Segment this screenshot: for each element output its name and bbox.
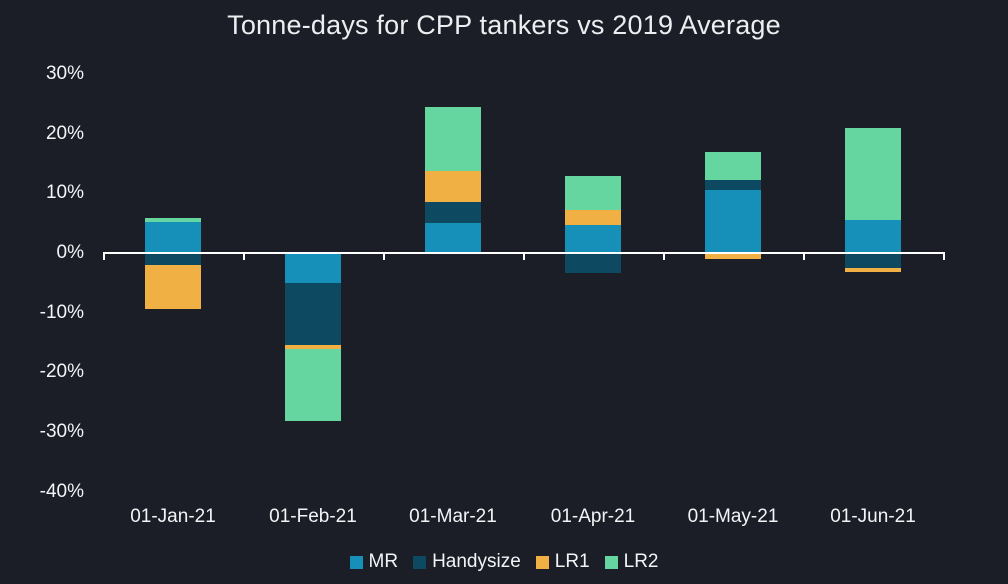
y-axis-label: -40% <box>39 480 84 502</box>
axis-tick <box>243 252 245 260</box>
legend-swatch-handysize <box>413 555 427 569</box>
bar-segment-mr[interactable] <box>845 220 901 253</box>
legend-item-lr2[interactable]: LR2 <box>604 551 659 572</box>
y-axis-label: -20% <box>39 361 84 383</box>
legend-item-mr[interactable]: MR <box>349 551 399 572</box>
bar-segment-handysize[interactable] <box>145 253 201 265</box>
x-axis-label: 01-Apr-21 <box>550 506 636 527</box>
bar-segment-mr[interactable] <box>145 221 201 253</box>
y-axis-label: 30% <box>45 62 84 84</box>
bar-segment-lr1[interactable] <box>705 253 761 259</box>
bar-segment-lr2[interactable] <box>285 349 341 421</box>
axis-tick <box>103 252 105 260</box>
x-axis-label: 01-Jun-21 <box>830 506 916 527</box>
bar-segment-mr[interactable] <box>425 222 481 253</box>
y-axis-label: 20% <box>45 122 84 144</box>
bar-segment-lr2[interactable] <box>705 151 761 180</box>
axis-tick <box>803 252 805 260</box>
bar-segment-lr1[interactable] <box>425 171 481 202</box>
bar-segment-handysize[interactable] <box>565 253 621 274</box>
y-axis-label: 0% <box>56 242 84 263</box>
legend-label: MR <box>368 551 399 572</box>
axis-tick <box>663 252 665 260</box>
bar-segment-handysize[interactable] <box>425 201 481 223</box>
legend: MR Handysize LR1 LR2 <box>0 551 1008 573</box>
axis-tick <box>383 252 385 260</box>
legend-swatch-mr <box>349 555 363 569</box>
chart-title: Tonne-days for CPP tankers vs 2019 Avera… <box>227 10 781 40</box>
legend-label: Handysize <box>432 551 521 572</box>
bar-segment-handysize[interactable] <box>845 253 901 268</box>
bar-segment-lr2[interactable] <box>845 127 901 221</box>
legend-item-lr1[interactable]: LR1 <box>535 551 590 572</box>
bar-segment-lr2[interactable] <box>425 106 481 172</box>
legend-label: LR2 <box>623 551 659 572</box>
x-axis-label: 01-Feb-21 <box>269 506 357 527</box>
bar-segment-handysize[interactable] <box>285 283 341 345</box>
bar-segment-mr[interactable] <box>565 224 621 253</box>
legend-label: LR1 <box>554 551 590 572</box>
axis-tick <box>943 252 945 260</box>
y-axis-label: -30% <box>39 421 84 443</box>
legend-swatch-lr1 <box>535 555 549 569</box>
bar-segment-lr1[interactable] <box>145 264 201 310</box>
bar-segment-lr2[interactable] <box>565 175 621 210</box>
axis-tick <box>523 252 525 260</box>
bar-segment-lr2[interactable] <box>145 217 201 222</box>
bar-segment-mr[interactable] <box>705 189 761 253</box>
y-axis-label: -10% <box>39 301 84 323</box>
legend-item-handysize[interactable]: Handysize <box>413 552 521 572</box>
bar-segment-lr1[interactable] <box>285 344 341 350</box>
legend-swatch-lr2 <box>604 555 618 569</box>
x-axis-label: 01-Jan-21 <box>130 506 216 527</box>
x-axis-label: 01-May-21 <box>687 506 779 527</box>
bar-segment-lr1[interactable] <box>565 210 621 225</box>
y-axis-label: 10% <box>45 182 84 204</box>
bar-segment-mr[interactable] <box>285 253 341 284</box>
x-axis-label: 01-Mar-21 <box>409 506 497 527</box>
bar-segment-handysize[interactable] <box>705 179 761 190</box>
bar-segment-lr1[interactable] <box>845 267 901 272</box>
